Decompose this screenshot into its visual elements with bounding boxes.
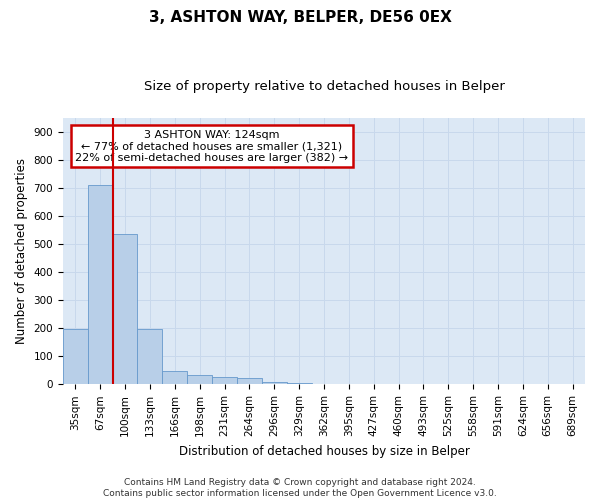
Bar <box>137 330 163 384</box>
Text: 3 ASHTON WAY: 124sqm
← 77% of detached houses are smaller (1,321)
22% of semi-de: 3 ASHTON WAY: 124sqm ← 77% of detached h… <box>75 130 348 163</box>
Bar <box>287 383 311 384</box>
Text: 3, ASHTON WAY, BELPER, DE56 0EX: 3, ASHTON WAY, BELPER, DE56 0EX <box>149 10 451 25</box>
Bar <box>187 376 212 384</box>
Text: Contains HM Land Registry data © Crown copyright and database right 2024.
Contai: Contains HM Land Registry data © Crown c… <box>103 478 497 498</box>
Bar <box>63 329 88 384</box>
Bar <box>212 376 237 384</box>
X-axis label: Distribution of detached houses by size in Belper: Distribution of detached houses by size … <box>179 444 469 458</box>
Title: Size of property relative to detached houses in Belper: Size of property relative to detached ho… <box>143 80 505 93</box>
Bar <box>262 382 287 384</box>
Bar <box>88 185 113 384</box>
Bar <box>237 378 262 384</box>
Bar <box>163 371 187 384</box>
Bar <box>113 234 137 384</box>
Y-axis label: Number of detached properties: Number of detached properties <box>15 158 28 344</box>
